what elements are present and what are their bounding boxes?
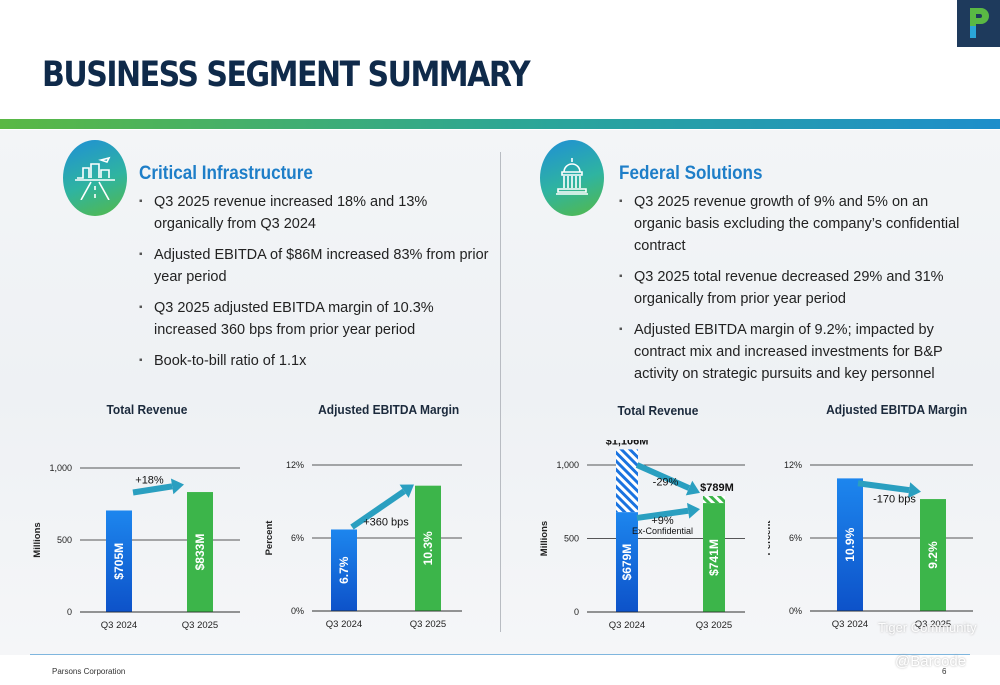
y-tick-label: 0% — [291, 606, 304, 616]
y-tick-label: 500 — [57, 535, 72, 545]
segment-title-federal-solutions: Federal Solutions — [619, 163, 763, 184]
y-tick-label: 0 — [67, 607, 72, 617]
footer-line — [30, 654, 970, 655]
parsons-p-icon — [970, 8, 989, 38]
stacked-bar-segment — [703, 496, 725, 504]
bar-value-label: $705M — [112, 543, 126, 580]
gradient-band — [0, 119, 1000, 129]
chart-title-fs-margin: Adjusted EBITDA Margin — [826, 402, 968, 417]
bar-value-label: 10.9% — [843, 527, 857, 561]
segment-title-critical-infrastructure: Critical Infrastructure — [139, 163, 313, 184]
stacked-bar-segment — [616, 449, 638, 513]
y-axis-label: Percent — [264, 520, 275, 556]
bullet-item: Book-to-bill ratio of 1.1x — [139, 350, 489, 372]
bar — [837, 478, 863, 611]
arrow-shaft — [132, 483, 173, 496]
watermark-community: Tiger Community — [878, 620, 977, 635]
x-tick-label: Q3 2025 — [182, 620, 218, 631]
critical-infrastructure-bullets: Q3 2025 revenue increased 18% and 13% or… — [139, 191, 489, 381]
bar — [703, 503, 725, 612]
bullet-item: Q3 2025 revenue growth of 9% and 5% on a… — [619, 191, 964, 257]
bullet-item: Q3 2025 total revenue decreased 29% and … — [619, 266, 964, 310]
y-axis-label: Millions — [32, 522, 43, 557]
x-tick-label: Q3 2025 — [696, 620, 732, 631]
bullet-item: Q3 2025 adjusted EBITDA margin of 10.3% … — [139, 297, 489, 341]
bar — [616, 512, 638, 612]
stacked-top-label: $1,106M — [606, 440, 649, 447]
arrow-head — [170, 478, 184, 495]
x-tick-label: Q3 2024 — [609, 620, 645, 631]
section-divider — [500, 152, 501, 632]
y-tick-label: 1,000 — [49, 463, 72, 473]
bullet-item: Adjusted EBITDA margin of 9.2%; impacted… — [619, 319, 964, 385]
arrow-head — [687, 502, 700, 519]
arrow-head — [685, 480, 700, 496]
y-tick-label: 0 — [574, 607, 579, 617]
decline-arrow — [857, 480, 921, 499]
decline-arrow — [635, 462, 700, 496]
growth-arrow — [132, 478, 184, 496]
annotation-label: +18% — [135, 475, 164, 487]
bar-value-label: $741M — [707, 539, 721, 576]
arrow-head — [908, 482, 921, 499]
x-tick-label: Q3 2024 — [101, 620, 137, 631]
arrow-shaft — [635, 462, 691, 491]
fs-revenue-chart: 0 500 1,000 Millions $1,106M $789M $679M Q3 202… — [539, 440, 745, 631]
annotation-sublabel: Ex-Confidential — [632, 526, 693, 536]
x-tick-label: Q3 2024 — [832, 619, 868, 630]
arrow-shaft — [636, 507, 689, 521]
annotation-label: -29% — [653, 477, 679, 489]
bar — [920, 499, 946, 611]
chart-title-ci-margin: Adjusted EBITDA Margin — [318, 402, 460, 417]
annotation-label-2: +9% — [651, 515, 674, 527]
page-title: BUSINESS SEGMENT SUMMARY — [42, 55, 531, 96]
bar — [415, 485, 441, 611]
y-tick-label: 12% — [784, 460, 802, 470]
bar-value-label: 6.7% — [337, 556, 351, 584]
growth-arrow — [636, 502, 700, 521]
y-tick-label: 0% — [789, 606, 802, 616]
y-axis-label: Millions — [539, 521, 550, 556]
capitol-building-icon — [540, 140, 604, 216]
stacked-top-label: $789M — [700, 482, 734, 494]
bullet-item: Q3 2025 revenue increased 18% and 13% or… — [139, 191, 489, 235]
bar-value-label: $833M — [193, 534, 207, 571]
y-tick-label: 6% — [789, 533, 802, 543]
bar-value-label: $679M — [620, 544, 634, 581]
page-number: 6 — [942, 667, 947, 676]
bar — [106, 510, 132, 612]
city-infrastructure-icon — [63, 140, 127, 216]
ci-margin-chart: 0% 6% 12% Percent 6.7% Q3 2024 10.3% Q3 2025 +36… — [264, 460, 462, 630]
bullet-item: Adjusted EBITDA of $86M increased 83% fr… — [139, 244, 489, 288]
bar — [187, 492, 213, 612]
watermark-handle: @Barcode — [895, 653, 967, 670]
growth-arrow — [350, 484, 414, 530]
x-tick-label: Q3 2025 — [915, 619, 951, 630]
arrow-head — [399, 484, 414, 498]
x-tick-label: Q3 2025 — [410, 619, 446, 630]
y-tick-label: 6% — [291, 533, 304, 543]
y-axis-label: Percent — [768, 520, 773, 556]
arrow-shaft — [350, 488, 406, 530]
fs-margin-chart: 0% 6% 12% Percent 10.9% Q3 2024 9.2% Q3 2025 -17… — [768, 460, 973, 630]
y-tick-label: 500 — [564, 534, 579, 544]
y-tick-label: 1,000 — [556, 460, 579, 470]
bar-value-label: 10.3% — [421, 531, 435, 565]
y-tick-label: 12% — [286, 460, 304, 470]
chart-title-fs-revenue: Total Revenue — [617, 403, 699, 418]
federal-solutions-bullets: Q3 2025 revenue growth of 9% and 5% on a… — [619, 191, 964, 394]
arrow-shaft — [857, 480, 910, 494]
annotation-label: +360 bps — [363, 516, 409, 528]
annotation-label: -170 bps — [873, 494, 916, 506]
bar-value-label: 9.2% — [926, 541, 940, 569]
chart-title-ci-revenue: Total Revenue — [106, 402, 188, 417]
bar — [331, 529, 357, 611]
parsons-logo — [957, 0, 1000, 47]
footer-company: Parsons Corporation — [52, 667, 126, 676]
x-tick-label: Q3 2024 — [326, 619, 362, 630]
ci-revenue-chart: 0 500 1,000 Millions $705M Q3 2024 $833M Q3 202… — [32, 463, 240, 631]
